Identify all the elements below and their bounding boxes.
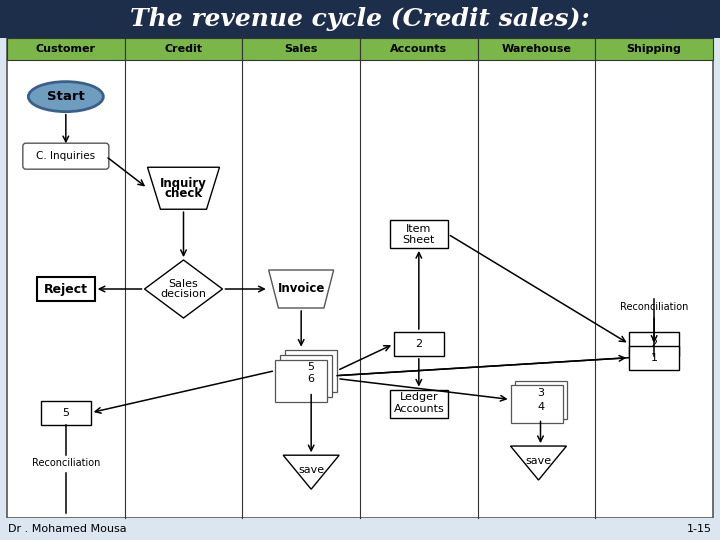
Text: Inquiry: Inquiry: [160, 177, 207, 190]
Bar: [243, 38, 360, 60]
Text: Reconciliation: Reconciliation: [620, 302, 688, 312]
Bar: [285, 349, 337, 392]
Text: 1: 1: [651, 353, 657, 363]
Text: Sales: Sales: [284, 44, 318, 54]
Text: The revenue cycle (Credit sales):: The revenue cycle (Credit sales):: [130, 7, 590, 31]
Text: decision: decision: [161, 289, 207, 299]
Text: 6: 6: [307, 374, 315, 383]
Text: C. Inquiries: C. Inquiries: [36, 151, 95, 161]
Text: Start: Start: [47, 90, 85, 103]
Bar: [394, 332, 444, 356]
Text: Reject: Reject: [44, 282, 88, 295]
Text: 2: 2: [415, 339, 423, 349]
Text: check: check: [164, 187, 202, 200]
Text: Accounts: Accounts: [390, 44, 447, 54]
Ellipse shape: [28, 82, 104, 112]
Text: Sales: Sales: [168, 279, 199, 289]
Polygon shape: [283, 455, 339, 489]
Text: Item: Item: [406, 224, 431, 234]
Text: 1-15: 1-15: [687, 524, 712, 534]
Bar: [37, 277, 95, 301]
Bar: [510, 384, 562, 422]
Text: 5: 5: [307, 362, 315, 372]
Bar: [515, 381, 567, 418]
Text: Customer: Customer: [36, 44, 96, 54]
Polygon shape: [148, 167, 220, 209]
Text: Invoice: Invoice: [277, 282, 325, 295]
Bar: [7, 38, 713, 518]
Text: Sheet: Sheet: [402, 235, 435, 245]
Bar: [41, 401, 91, 424]
Polygon shape: [145, 260, 222, 318]
Bar: [0, 518, 720, 540]
Bar: [477, 38, 595, 60]
Bar: [125, 38, 243, 60]
Text: Accounts: Accounts: [393, 404, 444, 415]
Text: Dr . Mohamed Mousa: Dr . Mohamed Mousa: [8, 524, 127, 534]
FancyBboxPatch shape: [23, 143, 109, 169]
Text: Ledger: Ledger: [400, 393, 438, 402]
Text: Credit: Credit: [164, 44, 202, 54]
Polygon shape: [510, 446, 567, 480]
Bar: [629, 346, 679, 370]
Text: Reconciliation: Reconciliation: [32, 458, 100, 468]
Polygon shape: [269, 270, 333, 308]
Text: 3: 3: [537, 388, 544, 399]
Bar: [390, 389, 448, 417]
Text: 2: 2: [651, 339, 658, 349]
Text: save: save: [526, 456, 552, 466]
Bar: [390, 220, 448, 248]
Bar: [7, 38, 125, 60]
Bar: [629, 332, 679, 356]
Bar: [595, 38, 713, 60]
Text: 5: 5: [63, 408, 69, 417]
Bar: [0, 0, 720, 38]
Text: save: save: [298, 465, 324, 475]
Text: Shipping: Shipping: [626, 44, 682, 54]
Bar: [275, 360, 327, 402]
Bar: [280, 355, 332, 396]
Bar: [360, 38, 477, 60]
Text: Warehouse: Warehouse: [502, 44, 572, 54]
Text: 4: 4: [537, 402, 544, 411]
